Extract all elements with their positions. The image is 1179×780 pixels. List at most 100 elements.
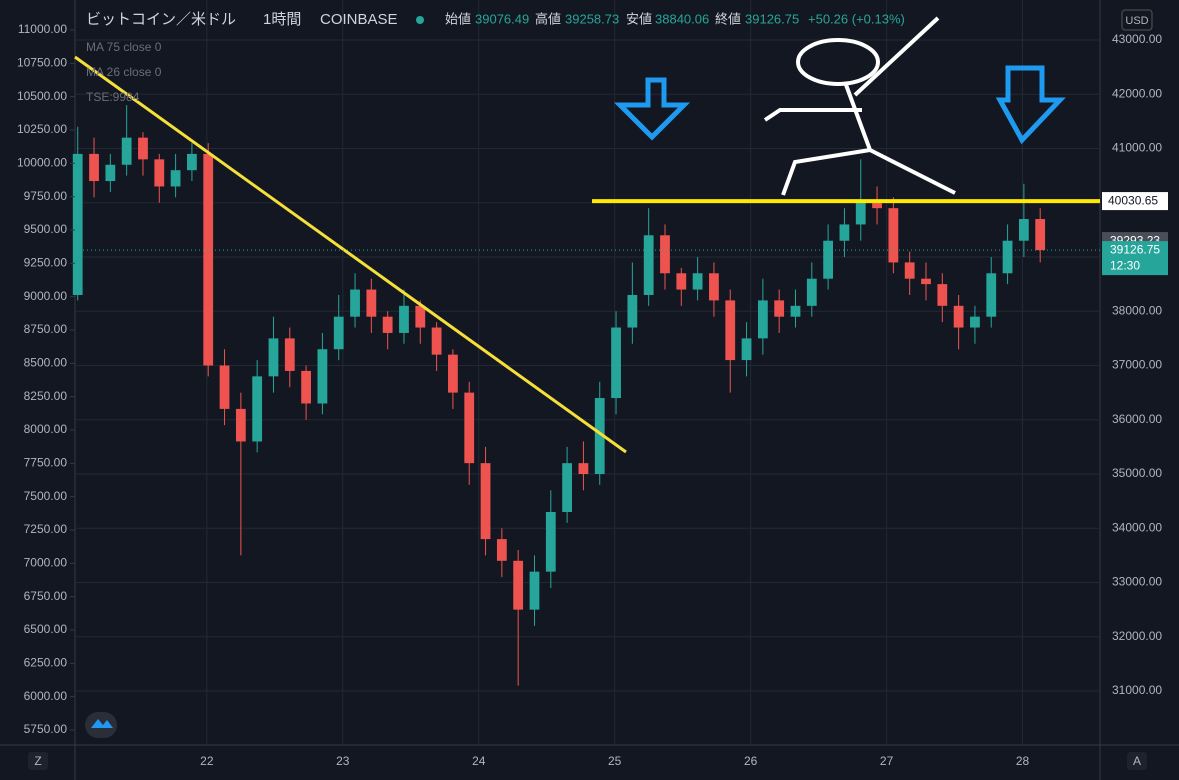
candle-body (513, 560, 524, 610)
y2-tick-label: 9500.00 (24, 222, 68, 236)
y2-tick-label: 9750.00 (24, 189, 68, 203)
candle-body (317, 349, 328, 404)
candle-body (578, 463, 589, 475)
currency-box (1121, 9, 1153, 31)
candle-body (399, 305, 409, 333)
button[interactable] (1127, 752, 1147, 770)
indicator-label: MA 75 close 0 (86, 40, 162, 54)
indicator-label: MA 26 close 0 (86, 65, 162, 79)
candle-body (431, 327, 442, 355)
candle-body (1035, 219, 1046, 251)
candle-body (464, 392, 475, 464)
y-tick-label: 37000.00 (1112, 358, 1162, 372)
candle-body (774, 300, 785, 317)
y2-tick-label: 11000.00 (18, 22, 67, 36)
y-tick-label: 38000.00 (1112, 303, 1162, 317)
y2-tick-label: 7750.00 (24, 456, 68, 470)
chart-title: ビットコイン／米ドル (86, 11, 236, 28)
candle-body (562, 463, 573, 512)
y-tick-label: 32000.00 (1112, 629, 1162, 643)
x-tick-label: 22 (200, 754, 214, 768)
candle-body (268, 338, 279, 377)
candle-body (366, 289, 377, 317)
y2-tick-label: 6250.00 (24, 656, 68, 670)
candle-body (970, 316, 980, 328)
y2-tick-label: 10000.00 (17, 156, 67, 170)
candle-body (741, 338, 752, 361)
x-tick-label: 25 (608, 754, 622, 768)
change: +50.26 (+0.13%) (808, 11, 905, 26)
ohlc-label: 始値 (445, 11, 471, 26)
countdown: 12:30 (1110, 258, 1140, 272)
y2-tick-label: 7250.00 (24, 522, 68, 536)
candle-body (382, 316, 393, 333)
candle-body (643, 235, 654, 295)
candle-body (1018, 219, 1029, 241)
x-tick-label: 28 (1016, 754, 1030, 768)
y-tick-label: 35000.00 (1112, 466, 1162, 480)
candle-body (790, 305, 801, 317)
candle-body (333, 316, 344, 350)
candle-body (1002, 240, 1013, 274)
button[interactable] (28, 752, 48, 770)
candle-body (415, 305, 426, 328)
candle-body (89, 153, 99, 182)
candle-body (235, 408, 246, 442)
ohlc-value: 39258.73 (565, 11, 619, 26)
candle-body (529, 571, 540, 610)
candle-body (594, 398, 605, 475)
candle-body (72, 153, 83, 295)
y2-tick-label: 8000.00 (24, 422, 68, 436)
y2-tick-label: 5750.00 (24, 722, 68, 736)
exchange: COINBASE (320, 11, 398, 28)
y2-tick-label: 6500.00 (24, 622, 68, 636)
stick-figure (763, 16, 956, 196)
button-label[interactable]: Z (34, 754, 41, 768)
candle-body (692, 273, 703, 290)
y2-tick-label: 9250.00 (24, 256, 68, 270)
y2-tick-label: 7000.00 (24, 556, 68, 570)
y-tick-label: 33000.00 (1112, 575, 1162, 589)
candle-body (138, 137, 148, 160)
x-tick-label: 27 (880, 754, 894, 768)
candle-body (301, 370, 311, 404)
arrow-down (613, 77, 691, 141)
price-tag (1102, 241, 1168, 276)
candle-body (839, 224, 850, 241)
y2-tick-label: 8500.00 (24, 356, 68, 370)
ohlc-value: 39076.49 (475, 11, 529, 26)
candle-body (921, 278, 931, 285)
candle-body (757, 300, 768, 339)
candle-body (496, 539, 507, 561)
candle-body (888, 208, 899, 263)
candle-body (219, 365, 230, 409)
y-tick-label: 34000.00 (1112, 520, 1162, 534)
candle-body (953, 305, 964, 328)
candle-body (203, 153, 214, 366)
y2-tick-label: 10750.00 (17, 56, 67, 70)
arrow-down (995, 65, 1066, 145)
y-tick-label: 31000.00 (1112, 683, 1162, 697)
candle-body (937, 284, 948, 306)
y-tick-label: 41000.00 (1112, 141, 1162, 155)
status-dot (416, 16, 424, 24)
trendline (74, 55, 627, 454)
candle-body (676, 273, 687, 290)
overlay: 22 23 24 25 26 27 28 31000.00 32000.00 33000.00 34… (17, 11, 1168, 768)
candle-body (187, 153, 197, 171)
candle-body (252, 376, 263, 442)
plot (72, 0, 1100, 745)
price-tag-label: 39126.75 (1110, 242, 1160, 256)
ohlc-label: 終値 (715, 11, 741, 26)
button-label[interactable]: A (1133, 754, 1141, 768)
y-tick-label: 43000.00 (1112, 32, 1162, 46)
candle-body (986, 273, 997, 317)
candle-body (806, 278, 817, 306)
x-tick-label: 24 (472, 754, 486, 768)
y2-tick-label: 8250.00 (24, 389, 68, 403)
x-tick-label: 26 (744, 754, 758, 768)
ohlc-label: 安値 (626, 11, 652, 26)
candle-body (480, 463, 491, 540)
price-tag-label: 40030.65 (1108, 193, 1158, 207)
